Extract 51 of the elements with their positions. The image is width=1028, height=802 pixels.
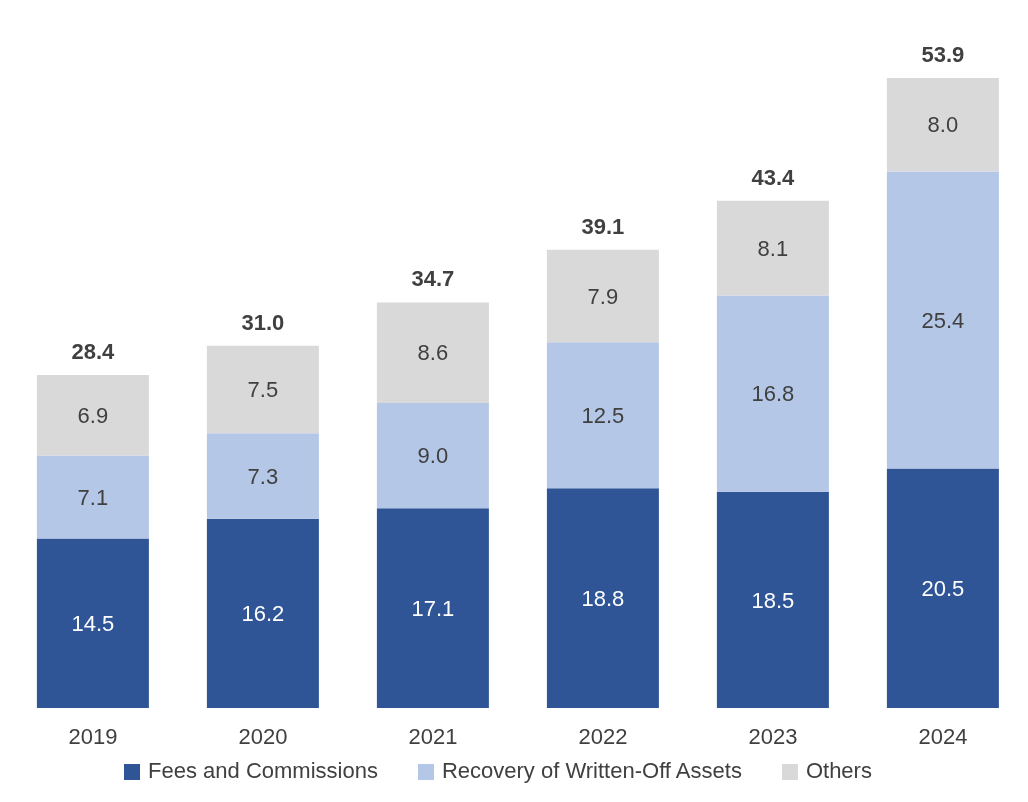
bar bbox=[376, 402, 489, 509]
data-label: 7.1 bbox=[77, 484, 109, 510]
data-label: 7.5 bbox=[247, 377, 279, 403]
data-label: 16.2 bbox=[241, 601, 285, 627]
bar bbox=[36, 538, 149, 708]
bar bbox=[206, 433, 319, 519]
total-label: 39.1 bbox=[581, 213, 625, 239]
x-tick-label: 2021 bbox=[408, 723, 458, 749]
x-tick-label: 2023 bbox=[748, 723, 798, 749]
bar bbox=[886, 468, 999, 708]
bar bbox=[546, 488, 659, 708]
bar bbox=[206, 345, 319, 434]
bar bbox=[886, 171, 999, 469]
bar bbox=[376, 508, 489, 708]
bar bbox=[36, 455, 149, 539]
bar bbox=[546, 249, 659, 343]
total-label: 43.4 bbox=[751, 164, 796, 190]
data-label: 18.5 bbox=[751, 587, 795, 613]
data-label: 7.9 bbox=[587, 283, 619, 309]
x-tick-label: 2024 bbox=[918, 723, 968, 749]
data-label: 6.9 bbox=[77, 402, 109, 428]
x-tick-label: 2022 bbox=[578, 723, 628, 749]
total-label: 31.0 bbox=[241, 309, 285, 335]
data-label: 18.8 bbox=[581, 585, 625, 611]
bar bbox=[716, 200, 829, 296]
bar bbox=[206, 518, 319, 708]
data-label: 8.0 bbox=[927, 112, 959, 138]
total-label: 53.9 bbox=[921, 42, 965, 67]
bar bbox=[886, 78, 999, 172]
bar bbox=[716, 491, 829, 708]
legend-label: Others bbox=[805, 758, 872, 783]
data-label: 12.5 bbox=[581, 402, 625, 428]
legend-label: Fees and Commissions bbox=[148, 758, 378, 783]
bar bbox=[36, 374, 149, 456]
data-label: 20.5 bbox=[921, 575, 965, 601]
data-label: 14.5 bbox=[71, 610, 115, 636]
bar bbox=[546, 342, 659, 489]
data-label: 16.8 bbox=[751, 381, 795, 407]
x-tick-label: 2019 bbox=[68, 723, 118, 749]
data-label: 8.6 bbox=[417, 340, 449, 366]
data-label: 7.3 bbox=[247, 463, 279, 489]
x-tick-label: 2020 bbox=[238, 723, 288, 749]
data-label: 17.1 bbox=[411, 595, 455, 621]
total-label: 34.7 bbox=[411, 266, 455, 292]
data-label: 25.4 bbox=[921, 307, 965, 333]
bar bbox=[376, 302, 489, 403]
legend-label: Recovery of Written-Off Assets bbox=[441, 758, 742, 783]
data-label: 8.1 bbox=[757, 235, 789, 261]
total-label: 28.4 bbox=[71, 338, 116, 364]
bar bbox=[716, 295, 829, 492]
data-label: 9.0 bbox=[417, 443, 449, 469]
